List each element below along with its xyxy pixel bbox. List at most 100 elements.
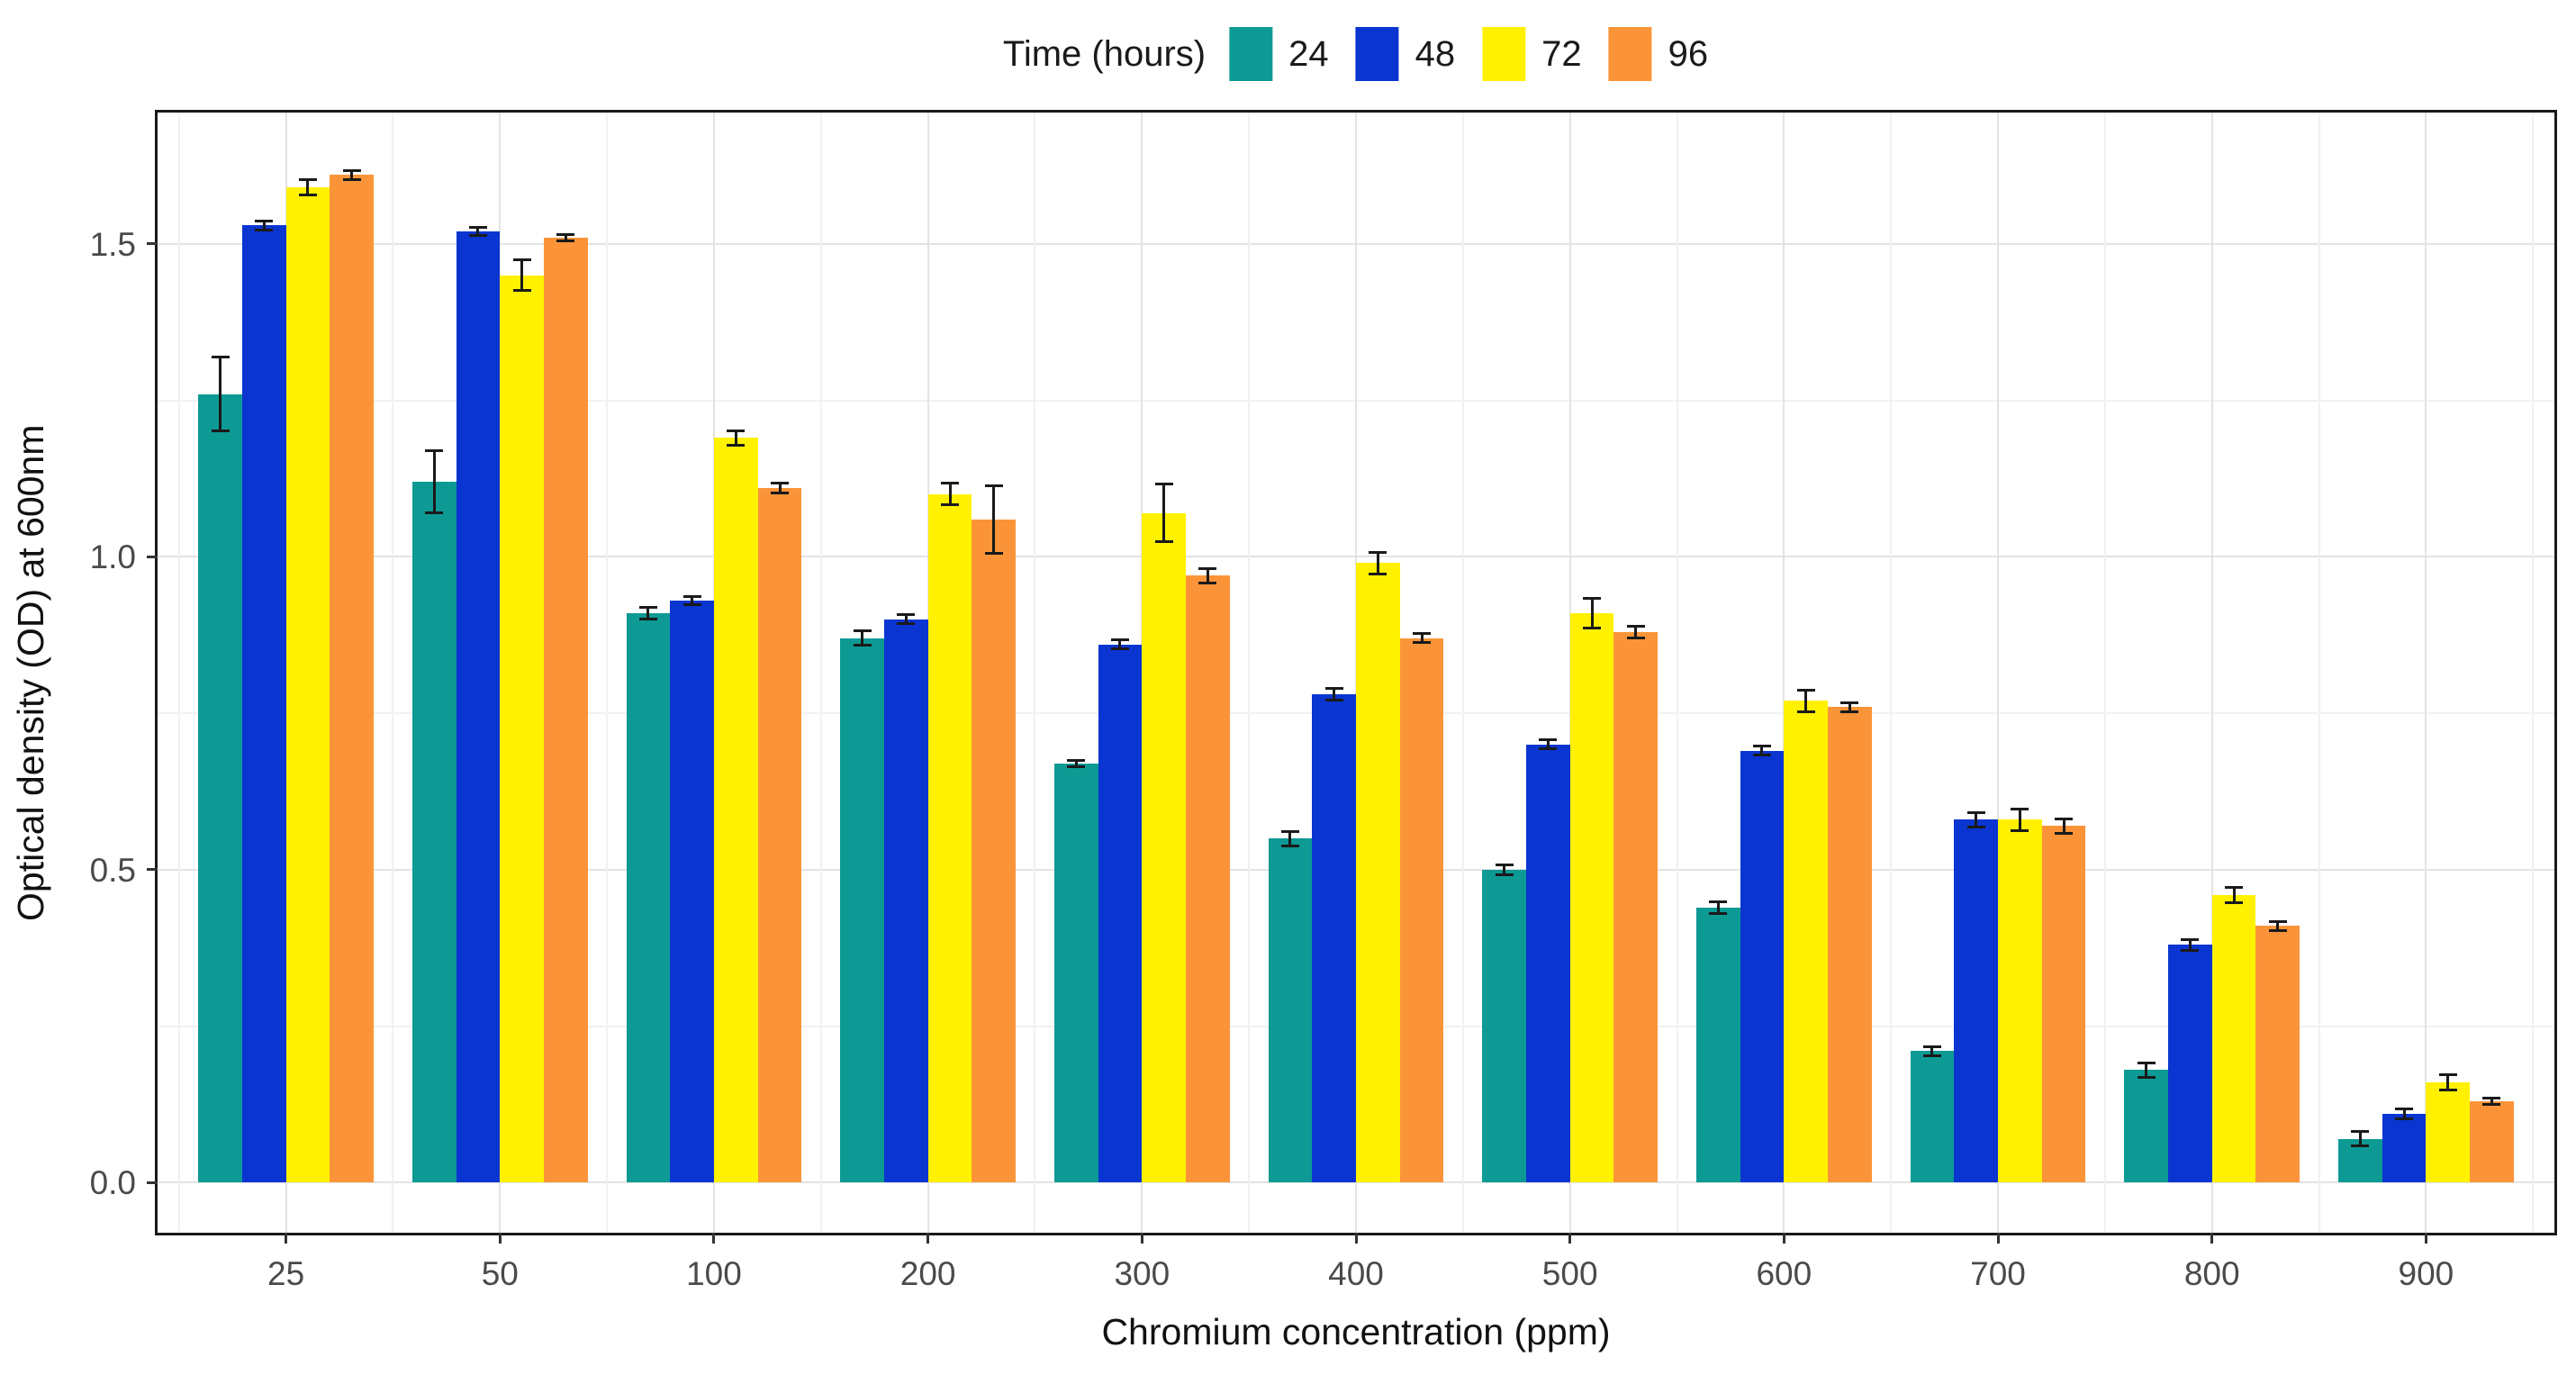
- error-bar-cap-bottom: [556, 240, 575, 243]
- error-bar-line: [1760, 746, 1764, 756]
- error-bar-cap-top: [771, 482, 790, 485]
- x-tick-mark: [285, 1233, 288, 1244]
- legend-item-48h: 48: [1355, 27, 1456, 81]
- bar-96h-50ppm: [544, 237, 588, 1183]
- error-bar-cap-bottom: [941, 503, 959, 507]
- gridline-major-v: [1997, 113, 2000, 1233]
- x-tick-mark: [712, 1233, 716, 1244]
- error-bar-line: [306, 179, 310, 196]
- error-bar-line: [2145, 1062, 2148, 1078]
- bar-48h-400ppm: [1312, 694, 1356, 1183]
- error-bar-cap-bottom: [2351, 1144, 2370, 1148]
- legend-swatch-72h: [1482, 27, 1526, 81]
- x-tick-label: 600: [1756, 1255, 1812, 1292]
- bar-96h-300ppm: [1186, 575, 1230, 1183]
- error-bar-cap-bottom: [512, 289, 531, 293]
- bar-96h-100ppm: [757, 487, 802, 1183]
- bar-72h-700ppm: [1998, 819, 2042, 1183]
- error-bar-cap-bottom: [2482, 1103, 2501, 1107]
- y-axis-title: Optical density (OD) at 600nm: [10, 424, 51, 921]
- error-bar-cap-bottom: [425, 511, 444, 514]
- error-bar-cap-top: [727, 430, 746, 433]
- legend-item-24h: 24: [1229, 27, 1329, 81]
- error-bar-line: [2188, 939, 2192, 951]
- error-bar-line: [1804, 689, 1808, 712]
- error-bar-cap-top: [2011, 807, 2029, 810]
- error-bar-cap-bottom: [298, 194, 317, 197]
- error-bar-cap-top: [2137, 1061, 2156, 1064]
- error-bar-cap-top: [1922, 1045, 1941, 1048]
- error-bar-line: [2402, 1108, 2406, 1119]
- error-bar-cap-bottom: [1752, 754, 1771, 757]
- y-tick-mark: [147, 1181, 158, 1184]
- y-tick-mark: [147, 868, 158, 872]
- gridline-minor-v: [1890, 113, 1893, 1233]
- error-bar-cap-bottom: [2181, 948, 2200, 952]
- error-bar-cap-top: [1067, 758, 1086, 762]
- bar-24h-500ppm: [1482, 869, 1526, 1183]
- error-bar-cap-bottom: [1324, 699, 1343, 702]
- x-tick-label: 25: [267, 1255, 305, 1292]
- legend-label-48h: 48: [1415, 33, 1456, 74]
- bar-96h-700ppm: [2041, 826, 2086, 1183]
- y-tick-label: 1.0: [89, 538, 136, 576]
- error-bar-cap-top: [2351, 1130, 2370, 1134]
- gridline-minor-v: [1676, 113, 1678, 1233]
- legend-label-24h: 24: [1288, 33, 1329, 74]
- error-bar-line: [861, 630, 864, 647]
- error-bar-cap-bottom: [2055, 831, 2074, 835]
- error-bar-line: [2232, 886, 2236, 903]
- error-bar-cap-bottom: [727, 443, 746, 447]
- error-bar-cap-bottom: [2395, 1117, 2414, 1120]
- bar-24h-400ppm: [1268, 838, 1313, 1183]
- error-bar-cap-bottom: [682, 602, 701, 606]
- x-tick-mark: [1782, 1233, 1785, 1244]
- error-bar-cap-bottom: [1067, 764, 1086, 768]
- error-bar-line: [1503, 864, 1506, 876]
- error-bar-cap-bottom: [638, 617, 657, 620]
- x-tick-mark: [1996, 1233, 2000, 1244]
- error-bar-cap-bottom: [1922, 1054, 1941, 1058]
- legend-swatch-24h: [1229, 27, 1273, 81]
- error-bar-line: [1590, 598, 1594, 629]
- bar-96h-800ppm: [2255, 926, 2300, 1183]
- gridline-major-v: [1783, 113, 1785, 1233]
- error-bar-line: [992, 484, 996, 554]
- error-bar-cap-top: [1709, 900, 1728, 903]
- bar-96h-600ppm: [1828, 707, 1872, 1183]
- error-bar-line: [1634, 625, 1638, 638]
- bar-96h-900ppm: [2470, 1101, 2514, 1183]
- x-tick-mark: [2210, 1233, 2214, 1244]
- bar-24h-700ppm: [1910, 1051, 1955, 1183]
- x-tick-label: 500: [1541, 1255, 1598, 1292]
- bar-48h-200ppm: [883, 619, 928, 1183]
- error-bar-cap-top: [425, 449, 444, 453]
- error-bar-cap-top: [984, 484, 1003, 487]
- bar-72h-600ppm: [1784, 701, 1829, 1183]
- x-tick-label: 100: [686, 1255, 742, 1292]
- error-bar-cap-bottom: [2438, 1089, 2457, 1092]
- bar-48h-50ppm: [456, 231, 501, 1183]
- x-tick-label: 200: [899, 1255, 956, 1292]
- error-bar-cap-top: [1796, 688, 1815, 692]
- error-bar-line: [2276, 920, 2280, 931]
- error-bar-cap-bottom: [2137, 1075, 2156, 1079]
- error-bar-line: [1333, 688, 1336, 701]
- bar-72h-800ppm: [2211, 894, 2256, 1183]
- error-bar-line: [1118, 639, 1122, 650]
- error-bar-cap-top: [1369, 550, 1387, 554]
- error-bar-cap-bottom: [1796, 710, 1815, 713]
- x-tick-label: 800: [2183, 1255, 2240, 1292]
- bar-24h-25ppm: [198, 394, 242, 1183]
- error-bar-cap-bottom: [1539, 747, 1558, 751]
- bar-48h-500ppm: [1525, 744, 1570, 1183]
- error-bar-cap-top: [1626, 624, 1645, 628]
- error-bar-line: [520, 259, 524, 292]
- error-bar-cap-bottom: [771, 491, 790, 494]
- error-bar-cap-top: [1198, 566, 1217, 570]
- error-bar-line: [2358, 1131, 2362, 1147]
- gridline-minor-v: [177, 113, 180, 1233]
- gridline-minor-v: [392, 113, 394, 1233]
- error-bar-cap-top: [1840, 701, 1859, 704]
- error-bar-line: [904, 614, 908, 625]
